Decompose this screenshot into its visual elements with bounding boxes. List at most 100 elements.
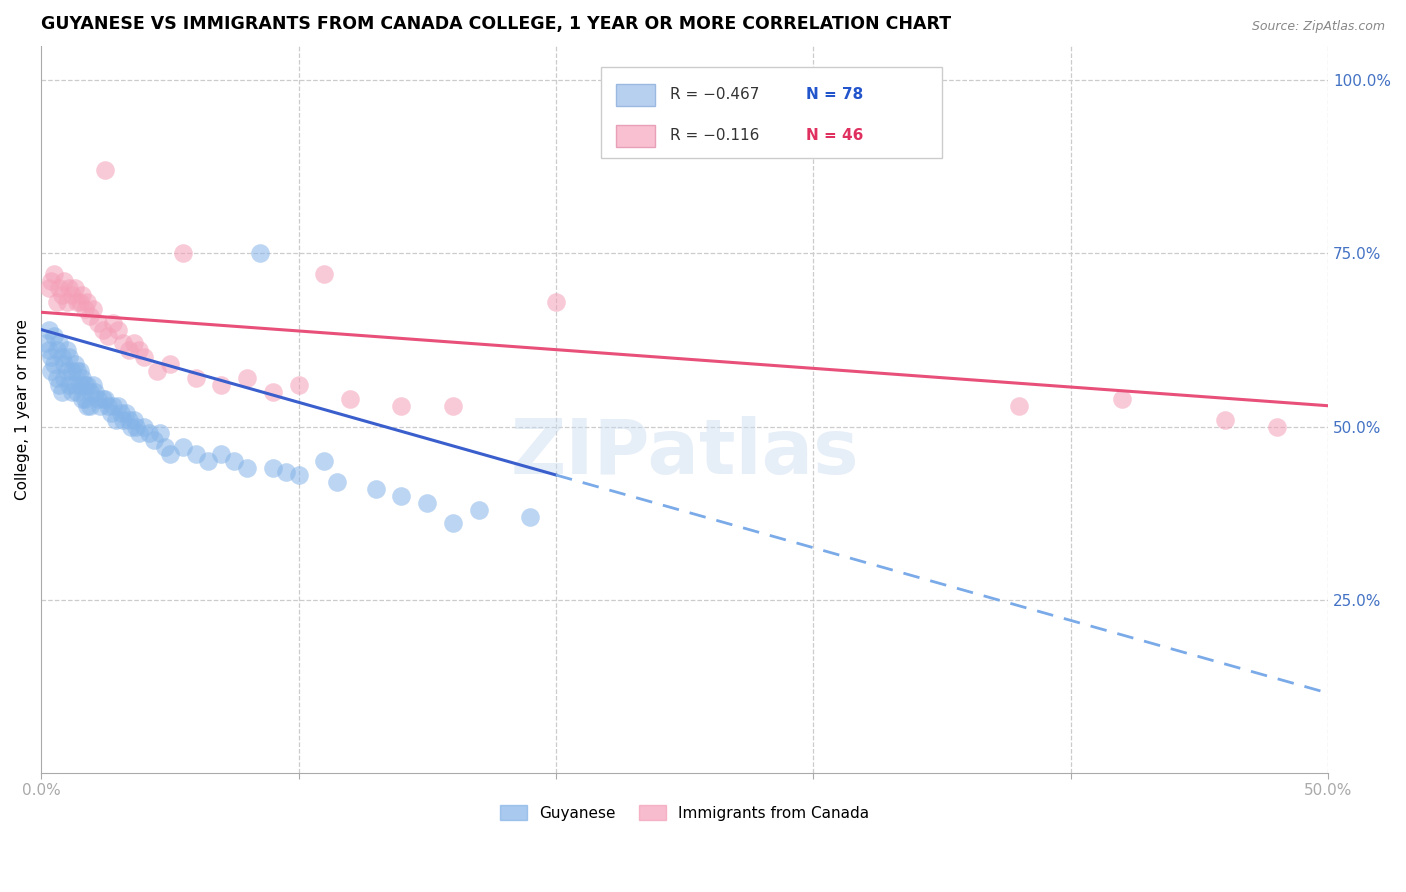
Point [287, 378, 309, 392]
Point [115, 406, 138, 420]
Point [146, 364, 169, 378]
Point [41, 274, 63, 288]
Point [339, 392, 361, 406]
Point [48, 281, 70, 295]
Point [172, 246, 194, 260]
Point [107, 399, 129, 413]
Point [38, 281, 60, 295]
Point [544, 294, 567, 309]
Text: N = 46: N = 46 [806, 128, 863, 143]
Point [132, 351, 155, 365]
Point [76, 378, 98, 392]
Point [122, 336, 145, 351]
FancyBboxPatch shape [600, 68, 942, 159]
Point [209, 378, 232, 392]
Point [1265, 419, 1288, 434]
Point [148, 426, 170, 441]
Point [89, 399, 111, 413]
Point [66, 294, 89, 309]
Point [51, 384, 73, 399]
Point [56, 343, 79, 358]
Point [91, 322, 114, 336]
Point [63, 357, 86, 371]
Point [132, 419, 155, 434]
Point [58, 351, 80, 365]
Point [69, 294, 91, 309]
Point [107, 322, 129, 336]
Point [87, 392, 110, 406]
Point [364, 482, 387, 496]
Point [1008, 399, 1031, 413]
Point [94, 392, 117, 406]
Point [72, 288, 94, 302]
Point [441, 399, 464, 413]
Point [73, 378, 96, 392]
Point [72, 371, 94, 385]
Point [314, 454, 336, 468]
Point [172, 440, 194, 454]
Point [326, 475, 349, 489]
Point [58, 378, 80, 392]
Point [35, 336, 58, 351]
Text: R = −0.116: R = −0.116 [671, 128, 759, 143]
Point [97, 329, 120, 343]
Point [287, 467, 309, 482]
Point [519, 509, 541, 524]
Point [441, 516, 464, 531]
Point [79, 309, 101, 323]
Point [138, 426, 160, 441]
Point [73, 392, 96, 406]
Point [391, 489, 413, 503]
Point [104, 412, 127, 426]
Point [63, 378, 86, 392]
Text: ZIPatlas: ZIPatlas [510, 416, 859, 490]
Point [87, 316, 110, 330]
Point [82, 378, 104, 392]
Text: GUYANESE VS IMMIGRANTS FROM CANADA COLLEGE, 1 YEAR OR MORE CORRELATION CHART: GUYANESE VS IMMIGRANTS FROM CANADA COLLE… [41, 15, 952, 33]
Point [467, 502, 489, 516]
Point [125, 419, 148, 434]
Point [38, 322, 60, 336]
Point [262, 384, 284, 399]
Point [94, 163, 117, 178]
Point [58, 281, 80, 295]
Point [103, 399, 125, 413]
Point [60, 384, 83, 399]
Point [84, 384, 107, 399]
Text: N = 78: N = 78 [806, 87, 863, 103]
Point [53, 357, 76, 371]
Point [159, 447, 181, 461]
Point [72, 392, 94, 406]
Point [42, 357, 65, 371]
Point [117, 343, 139, 358]
Point [56, 294, 79, 309]
FancyBboxPatch shape [616, 84, 655, 105]
Point [100, 406, 122, 420]
Point [128, 343, 150, 358]
Point [120, 419, 142, 434]
Point [41, 364, 63, 378]
Point [224, 454, 246, 468]
Legend: Guyanese, Immigrants from Canada: Guyanese, Immigrants from Canada [494, 798, 876, 827]
Point [60, 288, 83, 302]
Point [1213, 412, 1236, 426]
Point [112, 336, 135, 351]
Point [314, 267, 336, 281]
Point [79, 399, 101, 413]
Point [236, 371, 259, 385]
Point [53, 274, 76, 288]
Point [45, 371, 67, 385]
FancyBboxPatch shape [616, 125, 655, 146]
Point [42, 329, 65, 343]
Point [38, 343, 60, 358]
Point [69, 364, 91, 378]
Point [60, 364, 83, 378]
Point [53, 371, 76, 385]
Point [184, 447, 207, 461]
Point [48, 378, 70, 392]
Point [110, 406, 132, 420]
Point [42, 267, 65, 281]
Point [122, 412, 145, 426]
Point [391, 399, 413, 413]
Point [143, 434, 166, 448]
